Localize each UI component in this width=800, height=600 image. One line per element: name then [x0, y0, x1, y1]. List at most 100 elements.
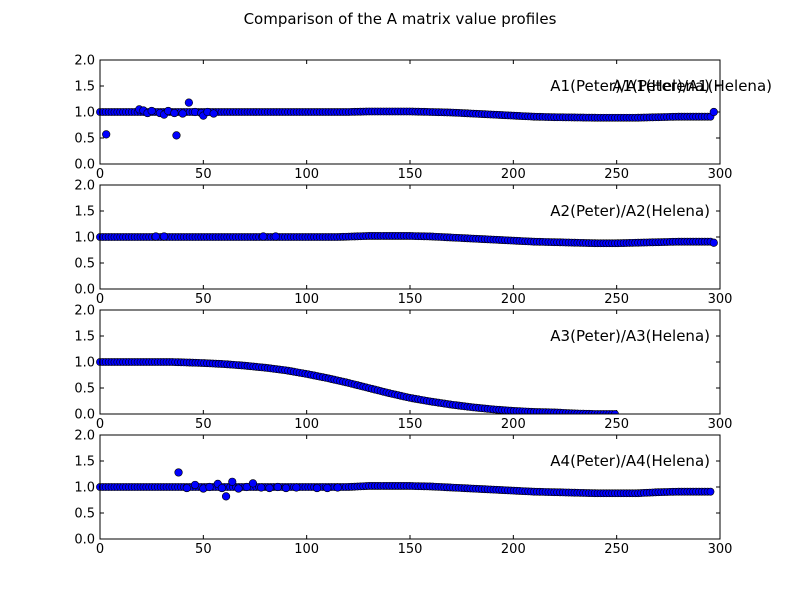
outlier-point	[190, 480, 200, 490]
outlier-point	[159, 232, 169, 241]
y-tick-label: 2.0	[74, 429, 95, 444]
y-tick-label: 2.0	[74, 179, 95, 194]
x-tick-label: 100	[294, 417, 319, 432]
outlier-point	[217, 483, 227, 493]
outlier-point	[151, 232, 160, 241]
axes-frame	[99, 184, 721, 290]
x-tick-label: 150	[398, 167, 423, 182]
x-tick-label: 250	[604, 417, 629, 432]
outlier-point	[709, 107, 718, 117]
y-tick-label: 0.5	[74, 507, 95, 522]
x-tick-label: 200	[501, 417, 526, 432]
outlier-point	[205, 482, 214, 492]
x-tick-label: 150	[398, 542, 423, 557]
y-tick-label: 1.5	[74, 455, 95, 470]
figure-title: Comparison of the A matrix value profile…	[244, 10, 557, 28]
data-point	[706, 487, 715, 496]
axes-frame	[99, 434, 721, 540]
outlier-point	[234, 484, 243, 493]
series-annotation: A3(Peter)/A3(Helena)	[550, 327, 710, 345]
y-tick-label: 0.5	[74, 382, 95, 397]
outlier-point	[242, 482, 251, 492]
data-series-a4	[96, 468, 715, 501]
outlier-point	[178, 109, 187, 118]
x-tick-label: 0	[96, 417, 104, 432]
subplot-a1: 0 50 100 150 200 250 300 0.0 0.5 1.0 1.5 2.0 A1(Pete…	[74, 54, 772, 183]
outlier-point	[102, 130, 111, 139]
x-tick-label: 300	[708, 292, 733, 307]
y-tick-label: 1.0	[74, 356, 95, 371]
x-tick-label: 0	[96, 542, 104, 557]
y-tick-label: 1.5	[74, 80, 95, 95]
y-tick-label: 0.0	[74, 533, 95, 548]
outlier-point	[281, 483, 291, 493]
y-tick-label: 1.5	[74, 330, 95, 345]
x-tick-label: 200	[501, 167, 526, 182]
outlier-point	[312, 483, 322, 493]
y-tick-label: 0.5	[74, 132, 95, 147]
x-tick-label: 250	[604, 542, 629, 557]
x-tick-label: 150	[398, 292, 423, 307]
outlier-point	[273, 482, 282, 492]
outlier-point	[228, 477, 237, 486]
outlier-point	[221, 492, 231, 501]
x-tick-label: 150	[398, 417, 423, 432]
series-annotation-overlap: A1(Peter)/A1(Helena)	[612, 77, 772, 95]
x-tick-label: 200	[501, 542, 526, 557]
y-tick-label: 1.0	[74, 231, 95, 246]
subplot-a4: 0 50 100 150 200 250 300 0.0 0.5 1.0 1.5 2.0 A4(Pete…	[74, 429, 732, 558]
outlier-point	[248, 479, 258, 488]
y-tick-label: 0.0	[74, 408, 95, 423]
outlier-point	[257, 483, 266, 492]
data-series-a3	[96, 358, 619, 414]
x-tick-label: 50	[195, 542, 212, 557]
x-tick-label: 50	[195, 292, 212, 307]
subplot-a3: 0 50 100 150 200 250 300 0.0 0.5 1.0 1.5 2.0 A3(Pete…	[74, 304, 732, 433]
x-tick-label: 100	[294, 167, 319, 182]
x-tick-label: 0	[96, 167, 104, 182]
x-tick-label: 100	[294, 292, 319, 307]
y-tick-label: 0.5	[74, 257, 95, 272]
outlier-point	[174, 468, 183, 477]
y-tick-label: 0.0	[74, 158, 95, 173]
subplot-a2: 0 50 100 150 200 250 300 0.0 0.5 1.0 1.5 2.0 A2(Pete…	[74, 179, 732, 308]
x-tick-label: 300	[708, 417, 733, 432]
outlier-point	[709, 238, 718, 247]
outlier-point	[333, 483, 342, 492]
outlier-point	[259, 232, 268, 241]
axes-frame	[99, 309, 721, 415]
x-tick-label: 300	[708, 542, 733, 557]
series-annotation: A2(Peter)/A2(Helena)	[550, 202, 710, 220]
x-tick-label: 200	[501, 292, 526, 307]
y-tick-label: 2.0	[74, 304, 95, 319]
x-tick-label: 50	[195, 167, 212, 182]
series-annotation: A1(Peter)/A1(Helena)	[550, 77, 710, 95]
x-tick-label: 100	[294, 542, 319, 557]
y-tick-label: 1.5	[74, 205, 95, 220]
outlier-point	[209, 109, 218, 118]
x-tick-label: 300	[708, 167, 733, 182]
outlier-point	[182, 483, 191, 493]
outlier-point	[172, 131, 181, 140]
outlier-point	[147, 106, 156, 116]
outlier-point	[323, 483, 332, 493]
data-series-a1	[96, 98, 718, 140]
axes-frame	[99, 59, 721, 165]
outlier-point	[271, 232, 280, 241]
x-tick-label: 250	[604, 167, 629, 182]
outlier-point	[265, 483, 274, 493]
x-tick-label: 50	[195, 417, 212, 432]
y-tick-label: 1.0	[74, 481, 95, 496]
x-tick-label: 250	[604, 292, 629, 307]
x-tick-label: 0	[96, 292, 104, 307]
data-series-a2	[96, 232, 718, 248]
y-tick-label: 1.0	[74, 106, 95, 121]
outlier-point	[170, 108, 179, 118]
outlier-point	[292, 483, 301, 492]
series-annotation: A4(Peter)/A4(Helena)	[550, 452, 710, 470]
y-tick-label: 0.0	[74, 283, 95, 298]
subplot-panels: 0 50 100 150 200 250 300 0.0 0.5 1.0 1.5 2.0 A1(Pete…	[74, 54, 772, 558]
y-tick-label: 2.0	[74, 54, 95, 69]
